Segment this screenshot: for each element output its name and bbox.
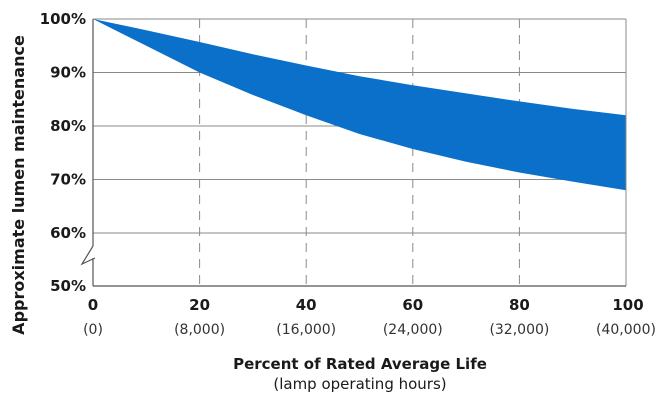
x-tick-sublabel: (40,000) [596, 322, 656, 338]
x-tick-label: 60 [402, 296, 423, 314]
x-tick-label: 20 [189, 296, 210, 314]
y-tick-label: 50% [50, 277, 86, 295]
lumen-maintenance-band [93, 19, 626, 191]
x-tick-sublabel: (0) [83, 322, 103, 338]
y-tick-label: 90% [50, 64, 86, 82]
y-tick-label: 100% [40, 10, 86, 28]
x-tick-label: 0 [88, 296, 98, 314]
y-tick-label: 70% [50, 171, 86, 189]
x-tick-label: 100 [612, 296, 643, 314]
x-tick-sublabel: (32,000) [489, 322, 549, 338]
x-axis-label: Percent of Rated Average Life [233, 355, 487, 373]
y-tick-label: 80% [50, 117, 86, 135]
x-tick-sublabel: (24,000) [383, 322, 443, 338]
x-tick-label: 40 [296, 296, 317, 314]
x-tick-labels: 0 (0) 20 (8,000) 40 (16,000) 60 (24,000) 80 (32,0… [83, 296, 656, 338]
x-tick-sublabel: (8,000) [174, 322, 225, 338]
y-tick-labels: 100% 90% 80% 70% 60% 50% [40, 10, 86, 295]
y-axis-label: Approximate lumen maintenance [9, 35, 28, 335]
plot-frame [92, 18, 627, 287]
x-tick-label: 80 [509, 296, 530, 314]
axis-break-zigzag [80, 245, 96, 266]
y-tick-label: 60% [50, 224, 86, 242]
x-tick-sublabel: (16,000) [276, 322, 336, 338]
axis-break-icon [80, 245, 96, 266]
x-axis-sublabel: (lamp operating hours) [273, 375, 446, 393]
